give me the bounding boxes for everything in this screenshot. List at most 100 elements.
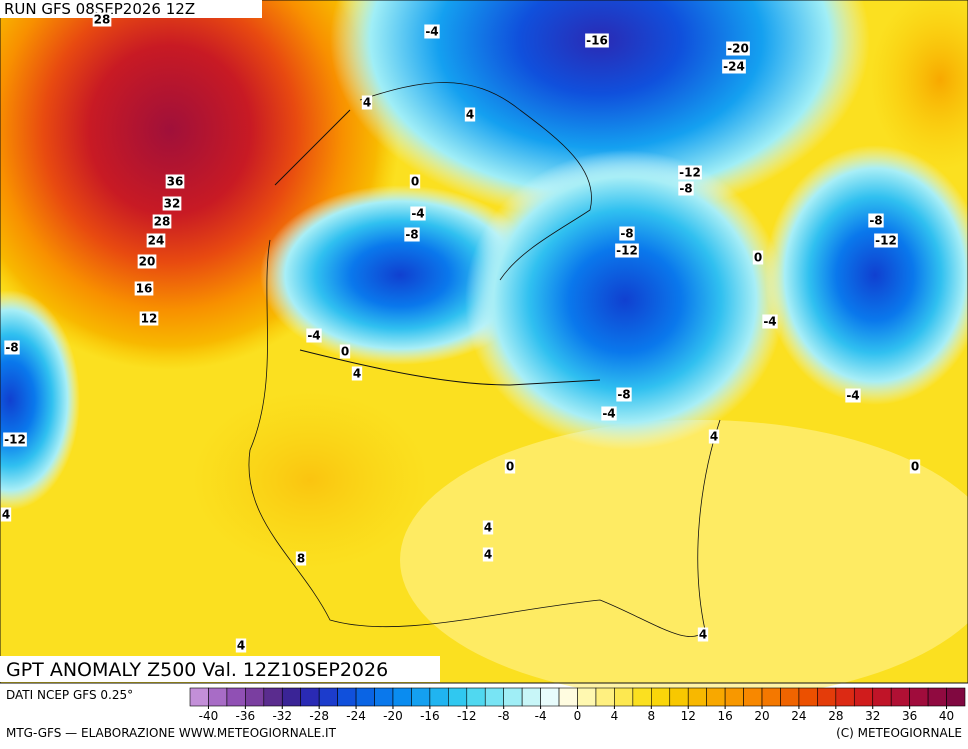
- colorbar-swatch: [687, 687, 707, 707]
- colorbar-tick-label: -20: [383, 709, 403, 723]
- contour-label-bg: [152, 214, 172, 229]
- contour-label: -4: [602, 407, 615, 421]
- colorbar-tick-label: -16: [420, 709, 440, 723]
- credit-label: MTG-GFS — ELABORAZIONE WWW.METEOGIORNALE…: [6, 726, 337, 740]
- contour-label-bg: [708, 429, 720, 444]
- contour-label: 0: [506, 460, 514, 474]
- colorbar-swatch: [337, 687, 357, 707]
- colorbar-swatch: [208, 687, 228, 707]
- colorbar-tick-label: -28: [309, 709, 329, 723]
- colorbar-swatch: [780, 687, 800, 707]
- contour-label: -8: [405, 228, 418, 242]
- colorbar-swatch: [448, 687, 468, 707]
- contour-label: 28: [94, 13, 111, 27]
- colorbar-tick-label: 4: [611, 709, 619, 723]
- colorbar-swatch: [817, 687, 837, 707]
- contour-label: -8: [617, 388, 630, 402]
- contour-label-bg: [339, 344, 351, 359]
- colorbar-tick-label: -32: [272, 709, 292, 723]
- contour-label: 0: [411, 175, 419, 189]
- contour-label: 0: [911, 460, 919, 474]
- colorbar-swatch: [651, 687, 671, 707]
- contour-label-bg: [482, 520, 494, 535]
- contour-label-bg: [616, 387, 632, 402]
- colorbar-swatch: [374, 687, 394, 707]
- colorbar-swatch: [245, 687, 265, 707]
- colorbar-tick-label: 20: [754, 709, 769, 723]
- colorbar-swatch: [614, 687, 634, 707]
- colorbar-tick-label: -8: [498, 709, 510, 723]
- contour-label: 20: [139, 255, 156, 269]
- colorbar-swatch: [281, 687, 302, 707]
- map-field: [0, 0, 968, 700]
- contour-label: 8: [297, 552, 305, 566]
- contour-label-bg: [678, 165, 702, 180]
- contour-label: -4: [411, 207, 424, 221]
- contour-label-bg: [868, 213, 884, 228]
- contour-label-bg: [4, 340, 20, 355]
- contour-label-bg: [409, 174, 421, 189]
- colorbar-swatch: [853, 687, 874, 707]
- contour-label: -20: [727, 42, 749, 56]
- colorbar-swatch: [503, 687, 523, 707]
- contour-label-bg: [464, 107, 476, 122]
- contour-label: -4: [763, 315, 776, 329]
- contour-label-bg: [351, 366, 363, 381]
- run-label: RUN GFS 08SEP2026 12Z: [4, 0, 195, 18]
- colorbar-swatch: [632, 687, 652, 707]
- contour-label-bg: [504, 459, 516, 474]
- contour-label: 32: [164, 197, 181, 211]
- contour-label-bg: [306, 328, 322, 343]
- colorbar-tick-label: -24: [346, 709, 366, 723]
- contour-label-bg: [762, 314, 778, 329]
- colorbar-swatch: [595, 687, 615, 707]
- contour-label: 4: [484, 548, 492, 562]
- contour-label: -24: [723, 60, 745, 74]
- contour-label-bg: [424, 24, 440, 39]
- colorbar-swatch: [189, 687, 209, 707]
- colorbar-swatch: [318, 687, 338, 707]
- contour-label-bg: [361, 95, 373, 110]
- colorbar-tick-label: -12: [457, 709, 477, 723]
- colorbar-swatch: [669, 687, 689, 707]
- colorbar-swatch: [577, 687, 597, 707]
- contour-label: 4: [353, 367, 361, 381]
- map-title: GPT ANOMALY Z500 Val. 12Z10SEP2026: [6, 659, 388, 681]
- colorbar-swatch: [558, 687, 578, 707]
- contour-label-bg: [619, 226, 635, 241]
- contour-label: 16: [136, 282, 153, 296]
- colorbar-swatch: [466, 687, 486, 707]
- colorbar-tick-label: -40: [199, 709, 219, 723]
- contour-label-bg: [162, 196, 182, 211]
- contour-label: -8: [5, 341, 18, 355]
- source-label: DATI NCEP GFS 0.25°: [6, 688, 133, 702]
- colorbar-swatch: [540, 687, 560, 707]
- colorbar-swatch: [946, 687, 966, 707]
- contour-label-bg: [235, 638, 247, 653]
- colorbar-swatch: [263, 687, 283, 707]
- contour-label-bg: [585, 33, 609, 48]
- colorbar-swatch: [392, 687, 412, 707]
- contour-label-bg: [404, 227, 420, 242]
- colorbar-swatch: [761, 687, 781, 707]
- colorbar-swatch: [872, 687, 892, 707]
- contour-label: 4: [2, 508, 10, 522]
- contour-label: 4: [699, 628, 707, 642]
- contour-label: -4: [425, 25, 438, 39]
- colorbar-tick-label: 8: [647, 709, 655, 723]
- contour-label-bg: [3, 432, 27, 447]
- colorbar-tick-label: 16: [717, 709, 732, 723]
- colorbar-tick-label: -4: [535, 709, 547, 723]
- contour-label-bg: [601, 406, 617, 421]
- contour-label-bg: [410, 206, 426, 221]
- colorbar-swatch: [355, 687, 375, 707]
- contour-label: 4: [466, 108, 474, 122]
- colorbar-tick-label: 40: [939, 709, 954, 723]
- contour-label: 0: [341, 345, 349, 359]
- contour-label-bg: [845, 388, 861, 403]
- colorbar-swatch: [835, 687, 855, 707]
- colorbar-tick-label: -36: [236, 709, 256, 723]
- contour-label-bg: [615, 243, 639, 258]
- colorbar-tick-label: 0: [574, 709, 582, 723]
